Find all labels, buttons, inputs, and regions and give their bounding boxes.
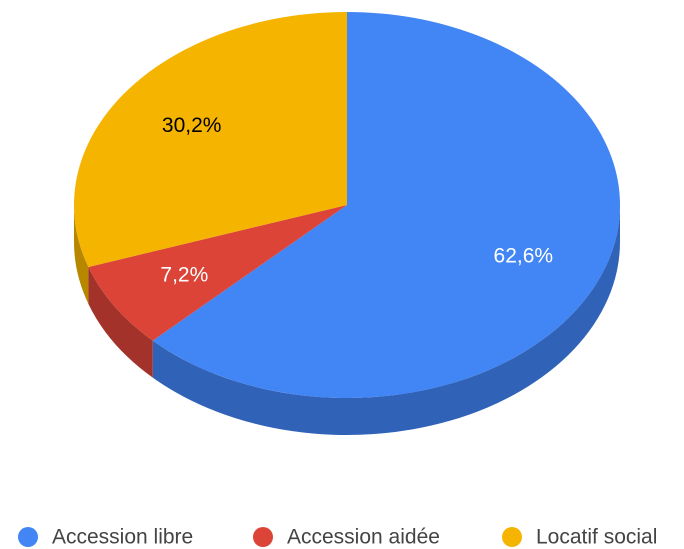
data-label: 62,6% [494, 245, 554, 268]
legend-label: Accession libre [52, 526, 193, 549]
legend-marker [253, 527, 273, 547]
slice-side [88, 266, 153, 378]
slice [152, 12, 620, 398]
slice-side [74, 205, 89, 304]
legend-marker [18, 527, 38, 547]
legend-label: Accession aidée [287, 526, 440, 549]
legend-label: Locatif social [536, 526, 657, 549]
slice [73, 12, 347, 267]
slice-side [152, 205, 620, 435]
legend-marker [502, 527, 522, 547]
slice [88, 205, 347, 341]
data-label: 30,2% [162, 114, 222, 137]
data-label: 7,2% [160, 263, 208, 286]
